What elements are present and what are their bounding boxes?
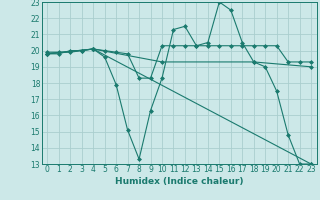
X-axis label: Humidex (Indice chaleur): Humidex (Indice chaleur) [115, 177, 244, 186]
